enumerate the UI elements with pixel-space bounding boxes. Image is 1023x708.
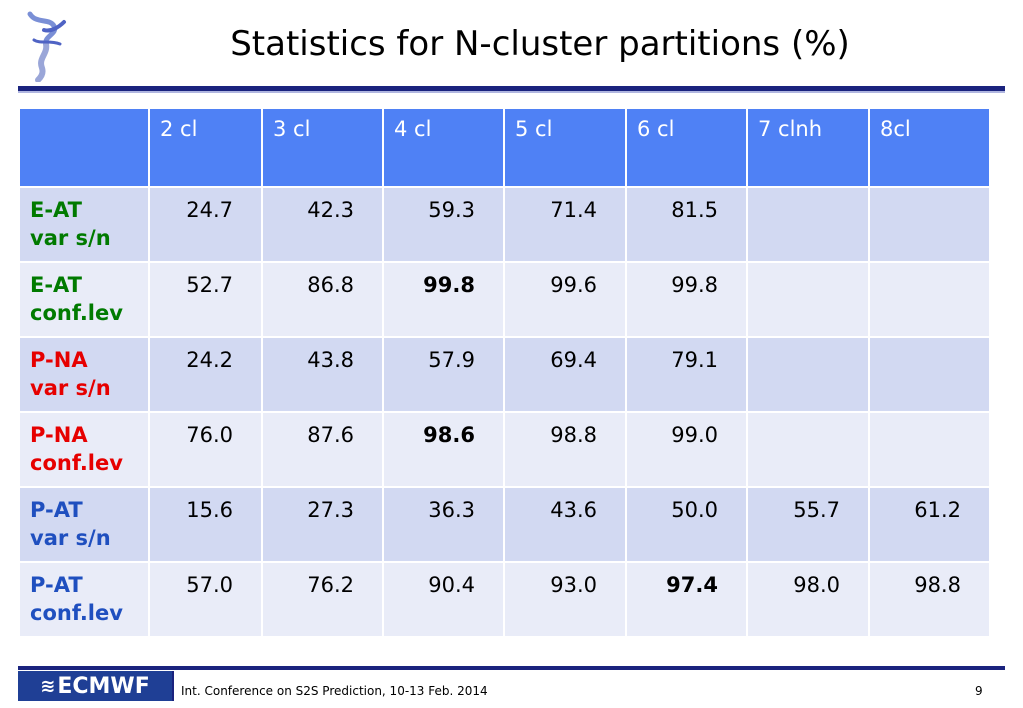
row-label-region: P-AT	[30, 498, 83, 522]
table-cell: 99.6	[503, 261, 627, 338]
row-label-metric: conf.lev	[30, 601, 123, 625]
row-label-metric: conf.lev	[30, 301, 123, 325]
table-cell: 81.5	[625, 186, 748, 263]
row-label-metric: var s/n	[30, 226, 111, 250]
table-cell: 55.7	[746, 486, 870, 563]
table-cell: 24.7	[148, 186, 263, 263]
table-header-row: 2 cl 3 cl 4 cl 5 cl 6 cl 7 clnh 8cl	[18, 107, 991, 188]
ecmwf-logo: ≋ ECMWF	[18, 671, 172, 701]
table-cell	[868, 336, 991, 413]
statistics-table: 2 cl 3 cl 4 cl 5 cl 6 cl 7 clnh 8cl E-AT…	[18, 107, 991, 638]
table-cell: 76.2	[261, 561, 384, 638]
row-label: P-NA var s/n	[18, 336, 150, 413]
ecmwf-logo-text: ECMWF	[57, 673, 150, 699]
row-label-metric: var s/n	[30, 376, 111, 400]
header-cell-8cl: 8cl	[868, 107, 991, 188]
header-cell-5cl: 5 cl	[503, 107, 627, 188]
table-cell: 43.8	[261, 336, 384, 413]
ecmwf-emblem-icon	[20, 10, 68, 83]
footer-logo-divider	[172, 671, 174, 701]
row-label: P-AT conf.lev	[18, 561, 150, 638]
table-cell: 57.9	[382, 336, 505, 413]
table-cell	[868, 411, 991, 488]
table-cell: 71.4	[503, 186, 627, 263]
footer-divider	[18, 666, 1005, 670]
table-row: P-AT var s/n 15.6 27.3 36.3 43.6 50.0 55.7 61.2	[18, 486, 991, 563]
row-label-metric: var s/n	[30, 526, 111, 550]
header-cell-4cl: 4 cl	[382, 107, 505, 188]
table-cell: 99.8	[625, 261, 748, 338]
table-cell: 87.6	[261, 411, 384, 488]
table-cell: 79.1	[625, 336, 748, 413]
ecmwf-wave-icon: ≋	[40, 675, 56, 697]
table-cell: 36.3	[382, 486, 505, 563]
table-cell: 57.0	[148, 561, 263, 638]
table-cell	[868, 261, 991, 338]
row-label: E-AT conf.lev	[18, 261, 150, 338]
table-cell: 52.7	[148, 261, 263, 338]
page-title: Statistics for N-cluster partitions (%)	[230, 24, 850, 64]
header-cell-corner	[18, 107, 150, 188]
row-label-region: P-AT	[30, 573, 83, 597]
table-cell: 50.0	[625, 486, 748, 563]
table-cell: 99.0	[625, 411, 748, 488]
table-cell: 86.8	[261, 261, 384, 338]
row-label: P-AT var s/n	[18, 486, 150, 563]
table-cell: 27.3	[261, 486, 384, 563]
row-label-metric: conf.lev	[30, 451, 123, 475]
table-cell	[746, 186, 870, 263]
table-cell: 76.0	[148, 411, 263, 488]
table-row: P-AT conf.lev 57.0 76.2 90.4 93.0 97.4 98.0 98.8	[18, 561, 991, 638]
table-row: E-AT conf.lev 52.7 86.8 99.8 99.6 99.8	[18, 261, 991, 338]
table-cell: 69.4	[503, 336, 627, 413]
table-cell: 61.2	[868, 486, 991, 563]
title-divider	[18, 86, 1005, 93]
table-cell: 59.3	[382, 186, 505, 263]
table-cell: 98.8	[868, 561, 991, 638]
header-cell-2cl: 2 cl	[148, 107, 263, 188]
table-cell: 98.6	[382, 411, 505, 488]
table-cell: 98.0	[746, 561, 870, 638]
table-cell: 99.8	[382, 261, 505, 338]
table-cell: 93.0	[503, 561, 627, 638]
table-cell	[746, 336, 870, 413]
table-cell: 43.6	[503, 486, 627, 563]
table-cell: 90.4	[382, 561, 505, 638]
table-row: E-AT var s/n 24.7 42.3 59.3 71.4 81.5	[18, 186, 991, 263]
row-label-region: E-AT	[30, 198, 83, 222]
table-row: P-NA var s/n 24.2 43.8 57.9 69.4 79.1	[18, 336, 991, 413]
row-label-region: E-AT	[30, 273, 83, 297]
header-cell-6cl: 6 cl	[625, 107, 748, 188]
header-cell-3cl: 3 cl	[261, 107, 384, 188]
table-cell	[868, 186, 991, 263]
table-cell	[746, 411, 870, 488]
row-label-region: P-NA	[30, 423, 88, 447]
table-cell: 24.2	[148, 336, 263, 413]
table-cell: 15.6	[148, 486, 263, 563]
footer-text: Int. Conference on S2S Prediction, 10-13…	[181, 684, 488, 698]
table-row: P-NA conf.lev 76.0 87.6 98.6 98.8 99.0	[18, 411, 991, 488]
row-label: P-NA conf.lev	[18, 411, 150, 488]
row-label-region: P-NA	[30, 348, 88, 372]
table-cell: 42.3	[261, 186, 384, 263]
table-cell	[746, 261, 870, 338]
page-number: 9	[975, 684, 983, 698]
row-label: E-AT var s/n	[18, 186, 150, 263]
table-cell: 98.8	[503, 411, 627, 488]
header-cell-7clnh: 7 clnh	[746, 107, 870, 188]
table-cell: 97.4	[625, 561, 748, 638]
